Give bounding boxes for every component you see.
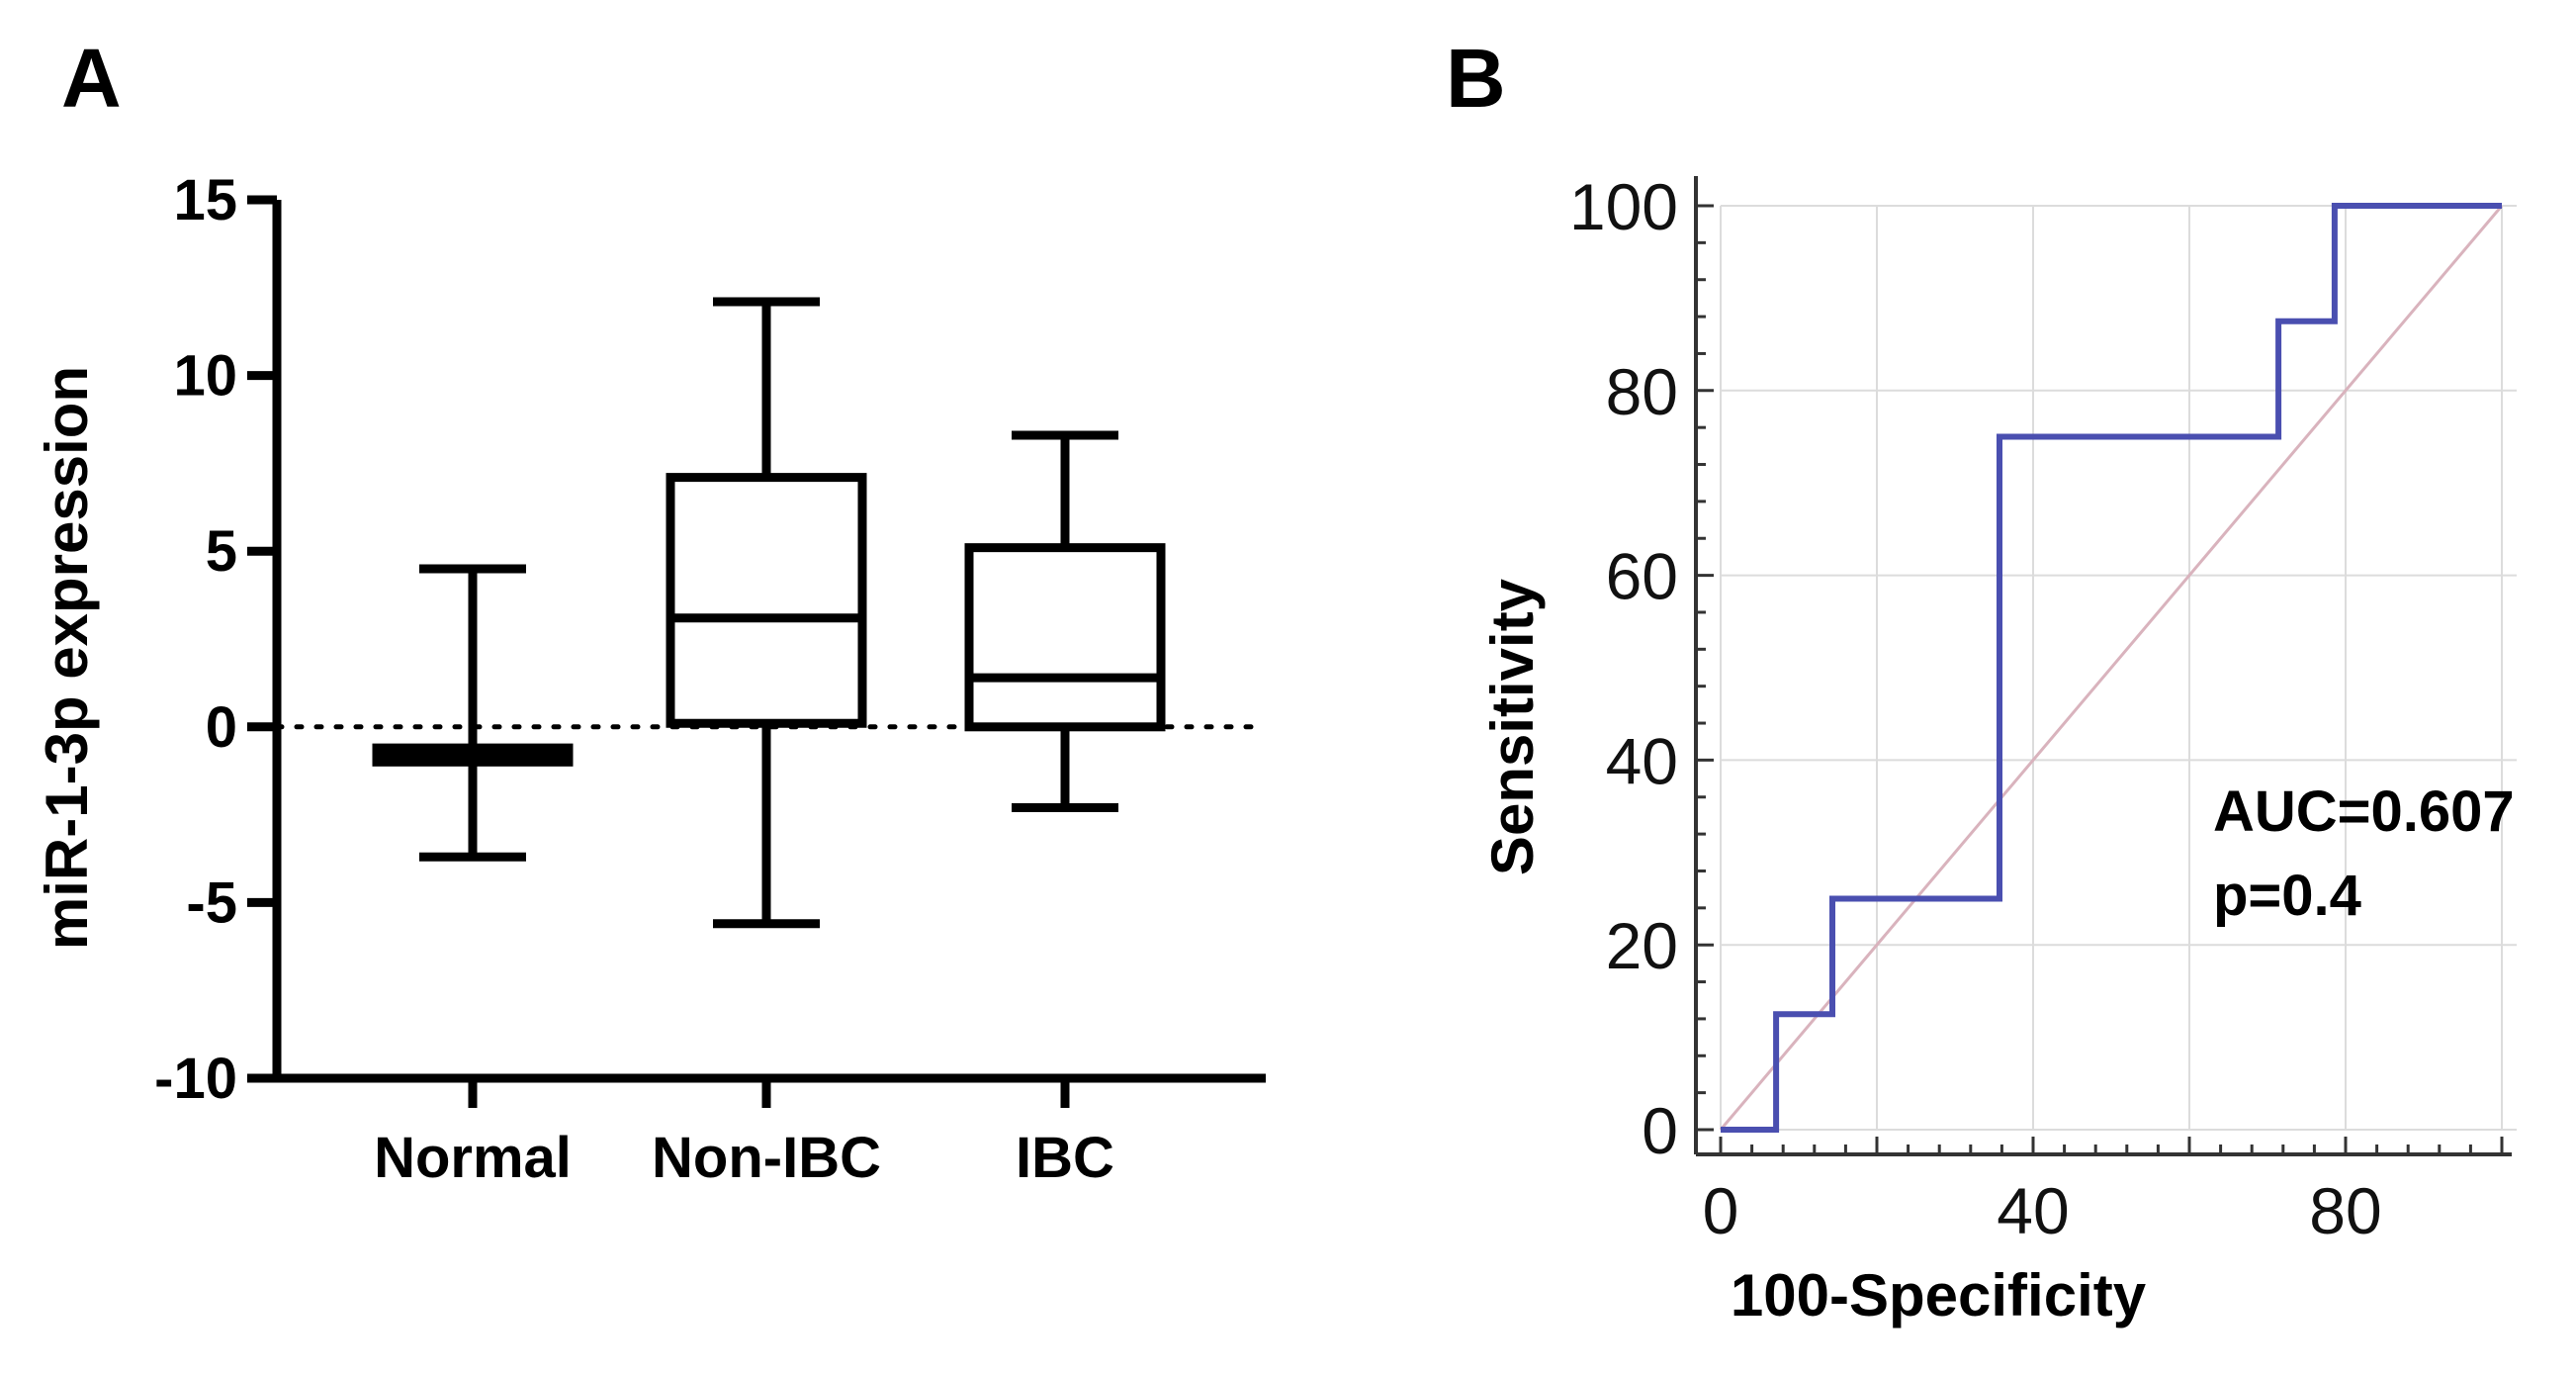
a-y-tick-label: -5 — [186, 870, 237, 935]
a-box-ibc — [964, 543, 1166, 732]
a-y-tick-label: 0 — [206, 695, 237, 760]
a-category-label: Non-IBC — [652, 1126, 881, 1190]
a-y-tick-label: 10 — [173, 344, 237, 409]
a-y-tick-label: 5 — [206, 519, 237, 584]
b-x-tick-label: 40 — [1997, 1174, 2069, 1247]
a-box-non-ibc — [666, 473, 867, 728]
b-x-tick-label: 80 — [2309, 1174, 2381, 1247]
b-p-annotation: p=0.4 — [2213, 864, 2361, 928]
b-y-tick-label: 80 — [1606, 355, 1678, 428]
a-category-label: Normal — [374, 1126, 572, 1190]
b-x-tick-label: 0 — [1703, 1174, 1739, 1247]
b-y-tick-label: 40 — [1606, 724, 1678, 797]
panel-letter-a: A — [61, 32, 122, 125]
a-category-label: IBC — [1016, 1126, 1114, 1190]
b-y-tick-label: 60 — [1606, 540, 1678, 613]
b-y-tick-label: 100 — [1569, 170, 1678, 243]
panel-letter-b: B — [1446, 32, 1506, 125]
panel-a-boxplot: miR-1-3p expression 15 10 5 0 -5 -10 Normal Non… — [34, 168, 1269, 1190]
b-y-axis-label: Sensitivity — [1479, 578, 1546, 875]
b-plot-area: 100 80 60 40 20 00 40 80 — [1569, 170, 2517, 1247]
a-y-axis-label: miR-1-3p expression — [34, 366, 100, 950]
a-y-tick-label: 15 — [173, 168, 237, 232]
b-roc-curve — [1721, 203, 2502, 1133]
b-reference-diagonal — [1719, 205, 2504, 1131]
b-auc-annotation: AUC=0.607 — [2213, 779, 2515, 844]
a-y-tick-label: -10 — [154, 1047, 237, 1111]
b-y-tick-label: 20 — [1606, 909, 1678, 982]
panel-b-roc: 100 80 60 40 20 00 40 80 100-Specificity Sensit… — [1479, 170, 2517, 1328]
b-x-axis-label: 100-Specificity — [1731, 1262, 2147, 1328]
b-y-tick-label: 0 — [1642, 1094, 1678, 1167]
a-plot-area: 15 10 5 0 -5 -10 Normal Non-IBC IBC — [154, 168, 1269, 1190]
